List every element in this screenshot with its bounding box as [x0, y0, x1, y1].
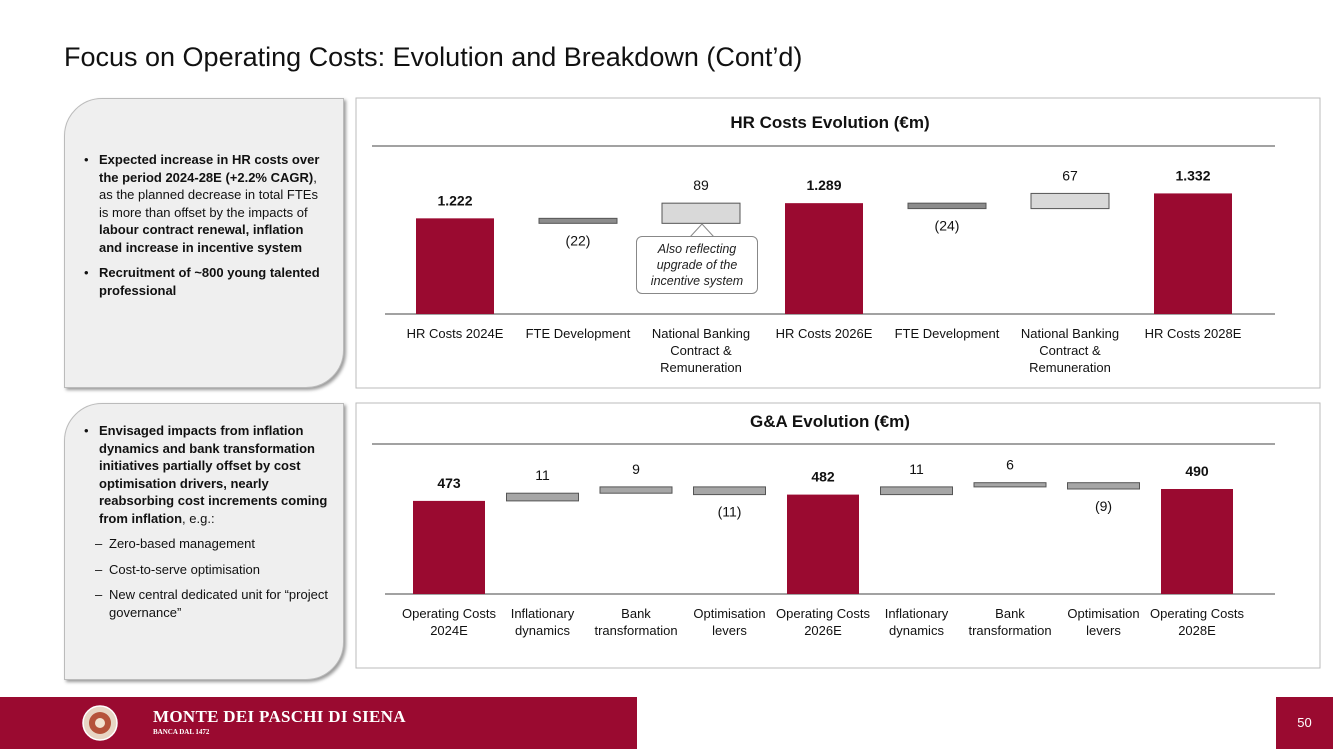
- category-label: Optimisation levers: [693, 606, 766, 638]
- value-label: 89: [693, 177, 709, 193]
- slide-title: Focus on Operating Costs: Evolution and …: [64, 42, 803, 72]
- value-label: 490: [1185, 463, 1209, 479]
- category-label: Bank transformation: [594, 606, 678, 638]
- bar: [693, 486, 766, 496]
- category-label: Operating Costs 2028E: [1150, 606, 1244, 638]
- bar: [973, 482, 1047, 488]
- bullet-list: Expected increase in HR costs over the p…: [81, 151, 329, 299]
- bar: [1067, 482, 1140, 490]
- bullet: New central dedicated unit for “project …: [81, 586, 329, 621]
- callout-pointer: [689, 223, 715, 238]
- category-label: HR Costs 2028E: [1144, 326, 1242, 341]
- text-panel: Envisaged impacts from inflation dynamic…: [64, 403, 344, 680]
- bullet: Recruitment of ~800 young talented profe…: [81, 264, 329, 299]
- bar: [1030, 192, 1110, 210]
- bar: [416, 218, 494, 314]
- category-label: HR Costs 2026E: [775, 326, 873, 341]
- bullet-text: Zero-based management: [109, 536, 255, 551]
- category-label: Operating Costs 2026E: [776, 606, 870, 638]
- category-label: FTE Development: [894, 326, 1000, 341]
- value-label: 473: [437, 475, 461, 491]
- bar: [787, 494, 859, 594]
- bullet-text: Recruitment of ~800 young talented profe…: [99, 265, 320, 298]
- value-label: (11): [718, 504, 742, 520]
- bar: [907, 202, 987, 210]
- bar: [1161, 489, 1233, 594]
- category-label: FTE Development: [525, 326, 631, 341]
- bullet: Envisaged impacts from inflation dynamic…: [81, 422, 329, 527]
- brand-name: MONTE DEI PASCHI DI SIENA: [153, 707, 406, 726]
- bar: [785, 203, 863, 314]
- category-label: National Banking Contract & Remuneration: [1020, 326, 1120, 375]
- category-label: Inflationary dynamics: [884, 606, 949, 638]
- bullet: Zero-based management: [81, 535, 329, 553]
- bullet: Expected increase in HR costs over the p…: [81, 151, 329, 256]
- bullet-text: New central dedicated unit for “project …: [109, 587, 328, 620]
- logo: [82, 705, 118, 741]
- value-label: 1.289: [806, 177, 841, 193]
- bar: [413, 500, 485, 594]
- bar: [661, 202, 741, 224]
- footer-band: MONTE DEI PASCHI DI SIENA BANCA DAL 1472: [0, 697, 637, 749]
- category-label: Inflationary dynamics: [510, 606, 575, 638]
- value-label: 6: [1006, 457, 1014, 473]
- bullet-text: labour contract renewal, inflation and i…: [99, 222, 304, 255]
- bar: [880, 486, 953, 496]
- value-label: 11: [535, 467, 550, 483]
- value-label: 482: [811, 469, 835, 485]
- annotation: Also reflecting upgrade of the incentive…: [636, 236, 758, 294]
- bar: [506, 492, 579, 502]
- text-panel: Expected increase in HR costs over the p…: [64, 98, 344, 388]
- bullet-list: Envisaged impacts from inflation dynamic…: [81, 422, 329, 621]
- chart-title: HR Costs Evolution (€m): [730, 113, 929, 132]
- brand-tagline: BANCA DAL 1472: [153, 728, 210, 736]
- category-label: Bank transformation: [968, 606, 1052, 638]
- bullet-text: Envisaged impacts from inflation dynamic…: [99, 423, 328, 526]
- value-label: 1.222: [437, 192, 472, 208]
- category-label: HR Costs 2024E: [406, 326, 504, 341]
- bar: [538, 217, 618, 224]
- bullet-text: Cost-to-serve optimisation: [109, 561, 260, 577]
- value-label: (9): [1095, 498, 1112, 514]
- category-label: National Banking Contract & Remuneration: [651, 326, 751, 375]
- page-number: 50: [1276, 697, 1333, 749]
- value-label: 9: [632, 461, 640, 477]
- value-label: 1.332: [1175, 167, 1210, 183]
- bar: [1154, 193, 1232, 314]
- bullet: Cost-to-serve optimisation: [81, 561, 329, 579]
- bullet-text: , as the planned decrease in total FTEs …: [99, 169, 318, 220]
- value-label: 67: [1062, 167, 1078, 183]
- bullet-text: Expected increase in HR costs over the p…: [99, 152, 320, 185]
- category-label: Operating Costs 2024E: [402, 606, 496, 638]
- value-label: (24): [935, 218, 960, 234]
- value-label: 11: [909, 461, 924, 477]
- chart-title: G&A Evolution (€m): [750, 412, 910, 431]
- value-label: (22): [566, 232, 591, 248]
- bar: [599, 486, 673, 494]
- category-label: Optimisation levers: [1067, 606, 1140, 638]
- bullet-text: , e.g.:: [182, 510, 215, 526]
